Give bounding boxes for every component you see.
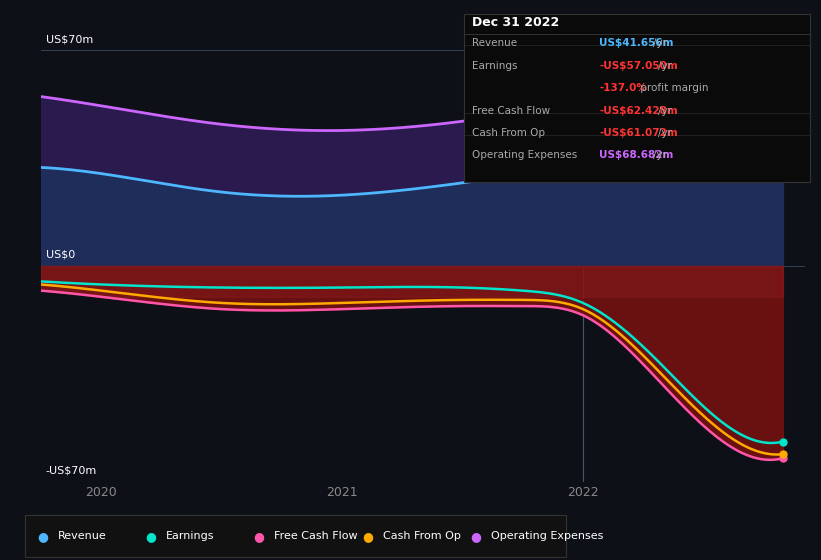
Text: ●: ● <box>470 530 481 543</box>
Text: /yr: /yr <box>658 61 672 71</box>
Text: Operating Expenses: Operating Expenses <box>472 151 577 161</box>
Text: /yr: /yr <box>658 106 672 116</box>
Text: ●: ● <box>37 530 48 543</box>
Point <box>777 133 790 142</box>
Text: /yr: /yr <box>653 151 667 161</box>
Text: ●: ● <box>145 530 156 543</box>
Text: Free Cash Flow: Free Cash Flow <box>472 106 550 116</box>
Text: Free Cash Flow: Free Cash Flow <box>274 531 358 541</box>
Text: Earnings: Earnings <box>166 531 214 541</box>
Point <box>777 454 790 463</box>
Text: Revenue: Revenue <box>57 531 106 541</box>
Point <box>777 450 790 459</box>
Point <box>777 50 790 59</box>
Text: -US$70m: -US$70m <box>46 465 97 475</box>
Text: US$0: US$0 <box>46 250 75 260</box>
Text: -137.0%: -137.0% <box>599 83 647 94</box>
Text: /yr: /yr <box>653 39 667 49</box>
Text: US$41.656m: US$41.656m <box>599 39 674 49</box>
Text: Revenue: Revenue <box>472 39 517 49</box>
Point <box>777 437 790 446</box>
Text: /yr: /yr <box>658 128 672 138</box>
Text: profit margin: profit margin <box>637 83 709 94</box>
Text: Dec 31 2022: Dec 31 2022 <box>472 16 559 29</box>
Text: ●: ● <box>254 530 264 543</box>
Text: ●: ● <box>362 530 373 543</box>
Text: Cash From Op: Cash From Op <box>472 128 545 138</box>
Text: US$68.682m: US$68.682m <box>599 151 674 161</box>
Text: -US$62.428m: -US$62.428m <box>599 106 678 116</box>
Text: US$70m: US$70m <box>46 34 93 44</box>
Text: -US$57.050m: -US$57.050m <box>599 61 678 71</box>
Text: Operating Expenses: Operating Expenses <box>491 531 603 541</box>
Text: -US$61.072m: -US$61.072m <box>599 128 678 138</box>
Text: Earnings: Earnings <box>472 61 517 71</box>
Text: Cash From Op: Cash From Op <box>383 531 461 541</box>
